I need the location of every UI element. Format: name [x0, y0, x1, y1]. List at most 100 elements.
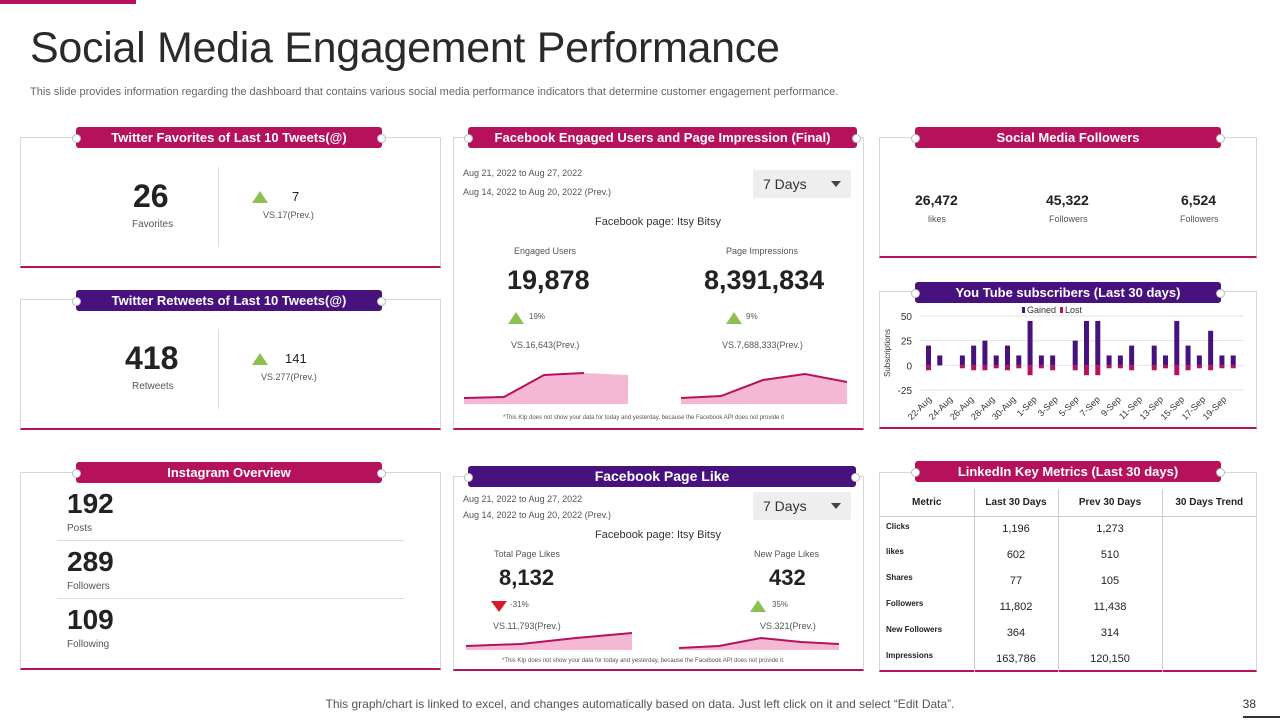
- x-tick-label: 30-Aug: [990, 394, 1018, 422]
- bar-gained: [1230, 355, 1236, 366]
- bar-gained: [1016, 355, 1022, 366]
- bar-lost: [959, 365, 965, 369]
- instagram-panel: [20, 472, 441, 670]
- legend-swatch: [1022, 307, 1025, 313]
- followers-third-label: Followers: [1180, 214, 1219, 224]
- bar-gained: [1151, 345, 1157, 366]
- retweets-value: 418: [125, 340, 179, 376]
- engaged-users-change: 19%: [529, 312, 546, 321]
- page-number-underline: [1243, 716, 1280, 718]
- bar-gained: [1095, 320, 1101, 366]
- bar-lost: [971, 365, 977, 371]
- metric-name: likes: [880, 542, 975, 568]
- followers-second-label: Followers: [1049, 214, 1088, 224]
- bar-gained: [1050, 355, 1056, 366]
- y-tick-label: -25: [898, 386, 913, 397]
- period-dropdown[interactable]: 7 Days: [753, 170, 851, 198]
- favorites-change: 7: [292, 189, 300, 204]
- last-30-value: 11,802: [974, 594, 1059, 620]
- prev-30-value: 105: [1058, 568, 1163, 594]
- bar-gained: [1174, 320, 1180, 366]
- prev-30-value: 510: [1058, 542, 1163, 568]
- total-page-likes-change: -31%: [510, 600, 529, 609]
- bar-lost: [1106, 365, 1112, 369]
- bar-lost: [926, 365, 931, 371]
- table-row: Followers 11,802 11,438: [880, 594, 1256, 620]
- new-page-likes-label: New Page Likes: [754, 549, 820, 559]
- triangle-up-icon: [252, 353, 268, 365]
- total-page-likes-label: Total Page Likes: [494, 549, 561, 559]
- date-range-current: Aug 21, 2022 to Aug 27, 2022: [463, 494, 583, 504]
- twitter-retweets-title: Twitter Retweets of Last 10 Tweets(@): [72, 290, 386, 311]
- retweets-label: Retweets: [132, 381, 174, 392]
- new-page-likes-change: 35%: [772, 600, 789, 609]
- instagram-followers-value: 289: [67, 546, 114, 577]
- divider: [57, 598, 404, 599]
- page-impressions-prev: VS.7,688,333(Prev.): [722, 340, 803, 350]
- favorites-value: 26: [133, 178, 169, 214]
- prev-30-value: 1,273: [1058, 516, 1163, 542]
- date-range-prev: Aug 14, 2022 to Aug 20, 2022 (Prev.): [463, 510, 611, 520]
- x-tick-label: 19-Sep: [1201, 394, 1229, 422]
- column-header: 30 Days Trend: [1162, 489, 1256, 517]
- instagram-followers-label: Followers: [67, 581, 110, 592]
- divider: [57, 540, 404, 541]
- linkedin-title: LinkedIn Key Metrics (Last 30 days): [911, 461, 1225, 482]
- new-page-likes-value: 432: [769, 565, 806, 590]
- bar-lost: [1129, 365, 1135, 371]
- facebook-api-note: *This KIp does not show your data for to…: [502, 658, 785, 664]
- table-header-row: Metric Last 30 Days Prev 30 Days 30 Days…: [880, 489, 1256, 517]
- new-page-likes-prev: VS.321(Prev.): [760, 621, 816, 631]
- bar-lost: [1050, 365, 1056, 371]
- last-30-value: 77: [974, 568, 1059, 594]
- column-header: Last 30 Days: [974, 489, 1059, 517]
- metric-name: New Followers: [880, 620, 975, 646]
- bar-gained: [1038, 355, 1044, 366]
- trend-cell: [1162, 568, 1256, 594]
- metric-name: Followers: [880, 594, 975, 620]
- bar-gained: [959, 355, 965, 366]
- date-range-prev: Aug 14, 2022 to Aug 20, 2022 (Prev.): [463, 187, 611, 197]
- trend-cell: [1162, 542, 1256, 568]
- chevron-down-icon: [831, 181, 841, 187]
- divider: [218, 167, 219, 247]
- facebook-api-note: *This KIp does not show your data for to…: [503, 415, 785, 421]
- total-page-likes-value: 8,132: [499, 565, 555, 590]
- top-accent-bar: [0, 0, 136, 4]
- table-row: Clicks 1,196 1,273: [880, 516, 1256, 542]
- last-30-value: 163,786: [974, 646, 1059, 672]
- followers-third-value: 6,524: [1181, 192, 1217, 208]
- prev-30-value: 120,150: [1058, 646, 1163, 672]
- metric-name: Impressions: [880, 646, 975, 672]
- period-dropdown-value: 7 Days: [763, 176, 807, 192]
- triangle-down-icon: [491, 601, 507, 612]
- page-impressions-sparkline: [681, 372, 847, 404]
- favorites-label: Favorites: [132, 219, 174, 230]
- trend-cell: [1162, 646, 1256, 672]
- instagram-following-label: Following: [67, 639, 110, 650]
- last-30-value: 364: [974, 620, 1059, 646]
- retweets-change: 141: [285, 351, 307, 366]
- x-tick-label: 3-Sep: [1036, 394, 1060, 418]
- bar-lost: [1117, 365, 1123, 369]
- total-page-likes-prev: VS.11,793(Prev.): [493, 621, 561, 631]
- trend-cell: [1162, 516, 1256, 542]
- x-tick-label: 5-Sep: [1057, 394, 1081, 418]
- bar-lost: [1016, 365, 1022, 369]
- bar-gained: [1163, 355, 1168, 366]
- instagram-posts-value: 192: [67, 488, 114, 519]
- last-30-value: 602: [974, 542, 1059, 568]
- facebook-page-name: Facebook page: Itsy Bitsy: [595, 216, 721, 228]
- page-impressions-label: Page Impressions: [726, 246, 799, 256]
- bar-gained: [1005, 345, 1010, 366]
- bar-lost: [1196, 365, 1202, 369]
- trend-cell: [1162, 594, 1256, 620]
- column-header: Prev 30 Days: [1058, 489, 1163, 517]
- metric-name: Shares: [880, 568, 975, 594]
- bar-lost: [1230, 365, 1236, 369]
- twitter-retweets-panel: [20, 299, 441, 430]
- column-header: Metric: [880, 489, 975, 517]
- period-dropdown[interactable]: 7 Days: [753, 492, 851, 520]
- favorites-prev: VS.17(Prev.): [263, 210, 314, 220]
- facebook-engaged-title: Facebook Engaged Users and Page Impressi…: [464, 127, 861, 148]
